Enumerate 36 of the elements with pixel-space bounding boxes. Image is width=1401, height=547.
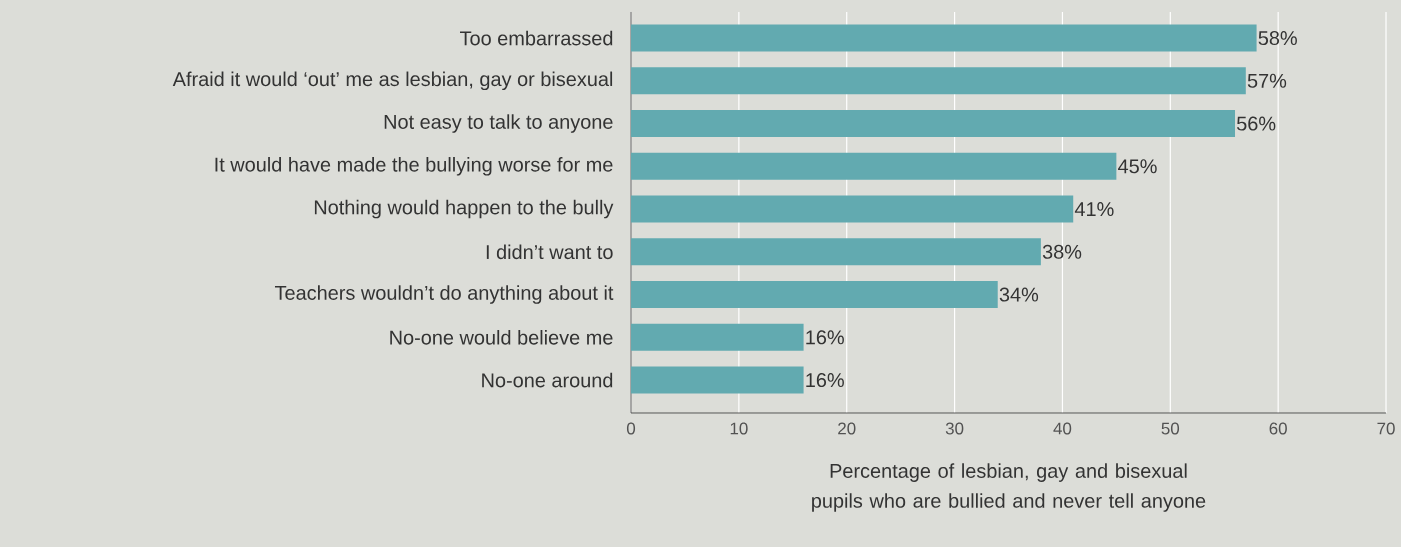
bar [631, 238, 1041, 266]
bar [631, 366, 804, 394]
y-tick-label: Too embarrassed [460, 30, 613, 46]
data-label: 41% [1074, 202, 1114, 217]
x-tick-label: 40 [1053, 422, 1072, 435]
data-label: 56% [1237, 116, 1276, 131]
data-label: 16% [806, 373, 844, 388]
data-label: 34% [999, 287, 1039, 302]
data-label: 58% [1258, 31, 1297, 46]
x-tick-label: 0 [626, 422, 636, 435]
x-tick-label: 50 [1161, 422, 1180, 435]
y-tick-label: Teachers wouldn’t do anything about it [274, 285, 614, 304]
y-tick-label: Nothing would happen to the bully [314, 199, 614, 219]
x-axis-title: Percentage of lesbian, gay and bisexual pupils who are bullied and never tell anyone [812, 463, 1206, 512]
y-tick-label: Afraid it would ‘out’ me as lesbian, gay or bisexual [172, 71, 613, 91]
bar [631, 323, 804, 351]
y-tick-label: Not easy to talk to anyone [384, 114, 613, 133]
y-tick-label: It would have made the bullying worse for me [215, 157, 613, 176]
x-tick-label: 20 [838, 422, 856, 435]
data-label: 45% [1118, 159, 1157, 174]
y-tick-label: No-one around [482, 372, 613, 388]
x-tick-label: 60 [1269, 422, 1287, 435]
data-label: 38% [1042, 244, 1082, 259]
bar [631, 67, 1246, 95]
bar [631, 110, 1236, 138]
x-tick-label: 10 [730, 422, 748, 435]
bar [631, 152, 1117, 180]
bar [631, 281, 998, 309]
x-tick-label: 70 [1377, 422, 1395, 435]
bar [631, 195, 1074, 223]
y-tick-label: I didn’t want to [486, 244, 613, 260]
bar [631, 24, 1257, 52]
data-label: 57% [1247, 73, 1287, 88]
y-tick-label: No-one would believe me [390, 330, 613, 345]
data-label: 16% [806, 330, 844, 345]
x-tick-label: 30 [945, 422, 964, 435]
